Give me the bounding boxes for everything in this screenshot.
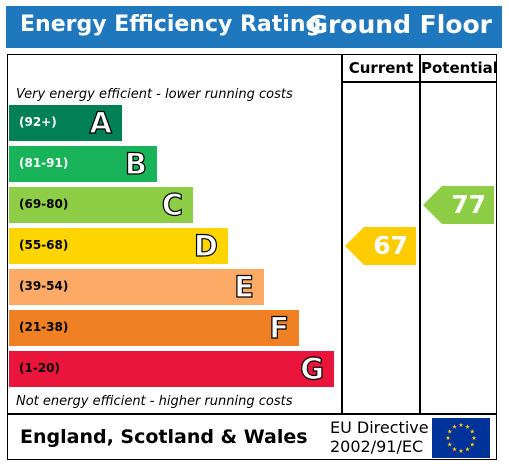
bottom-note: Not energy efficient - higher running co…	[16, 394, 293, 409]
band-range-d: (55-68)	[19, 238, 69, 252]
band-letter-a: A	[89, 105, 113, 140]
directive-line-2: 2002/91/EC	[330, 437, 424, 456]
band-f: (21-38) F	[9, 310, 299, 346]
potential-arrow-shape	[423, 186, 494, 224]
eu-directive: EU Directive 2002/91/EC	[330, 418, 429, 456]
flag-star	[452, 446, 457, 452]
band-letter-d: D	[193, 228, 218, 263]
band-range-a: (92+)	[19, 115, 57, 129]
band-c: (69-80) C	[9, 187, 193, 223]
potential-rating-arrow: 77	[423, 186, 494, 224]
flag-star	[445, 435, 451, 440]
flag-star	[465, 424, 470, 429]
flag-star	[471, 435, 477, 440]
flag-star	[447, 442, 453, 447]
country-label: England, Scotland & Wales	[20, 426, 308, 448]
header-banner: Energy Efficiency Rating Ground Floor	[6, 6, 502, 48]
potential-column-header: Potential	[421, 59, 498, 77]
band-range-g: (1-20)	[19, 361, 60, 375]
band-letter-e: E	[234, 269, 255, 304]
flag-star	[458, 422, 464, 427]
flag-star	[469, 429, 475, 434]
band-range-e: (39-54)	[19, 279, 69, 293]
current-column-header: Current	[348, 59, 414, 77]
current-rating-value: 67	[373, 231, 408, 260]
flag-star	[458, 448, 464, 453]
directive-line-1: EU Directive	[330, 418, 429, 437]
band-letter-f: F	[269, 310, 290, 345]
page-title: Energy Efficiency Rating	[20, 12, 322, 37]
current-rating-arrow: 67	[345, 227, 416, 265]
floor-label: Ground Floor	[307, 10, 492, 39]
band-letter-g: G	[300, 351, 325, 386]
band-range-c: (69-80)	[19, 197, 69, 211]
column-divider-current	[341, 54, 343, 414]
top-note: Very energy efficient - lower running co…	[16, 87, 293, 102]
band-letter-b: B	[124, 146, 147, 181]
flag-star	[465, 446, 470, 452]
rating-frame	[7, 54, 497, 460]
band-b: (81-91) B	[9, 146, 157, 182]
band-e: (39-54) E	[9, 269, 264, 305]
eu-flag-icon	[432, 418, 490, 458]
footer-rule	[7, 413, 497, 415]
potential-rating-value: 77	[451, 190, 486, 219]
band-d: (55-68) D	[9, 228, 228, 264]
potential-arrow-fill	[423, 186, 494, 224]
flag-star	[447, 429, 453, 434]
band-range-b: (81-91)	[19, 156, 69, 170]
band-letter-c: C	[161, 187, 184, 222]
current-arrow-fill	[345, 227, 416, 265]
flag-star	[452, 424, 457, 429]
band-a: (92+) A	[9, 105, 122, 141]
header-rule	[341, 81, 497, 83]
column-divider-potential	[419, 54, 421, 414]
band-g: (1-20) G	[9, 351, 334, 387]
flag-star	[469, 442, 475, 447]
band-range-f: (21-38)	[19, 320, 69, 334]
current-arrow-shape	[345, 227, 416, 265]
